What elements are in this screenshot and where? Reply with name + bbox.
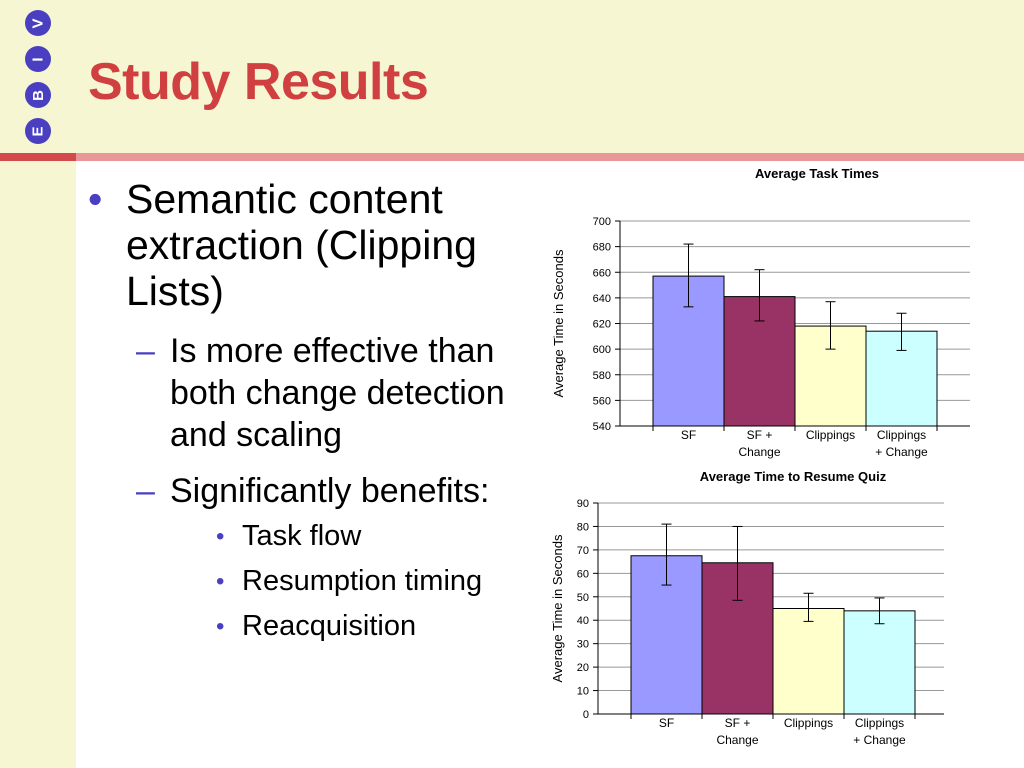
- header-band: [0, 0, 1024, 153]
- y-tick-label: 640: [593, 293, 611, 305]
- y-tick-label: 680: [593, 242, 611, 254]
- bar: [723, 296, 796, 427]
- x-tick-label: + Change: [853, 733, 906, 747]
- x-tick-label: SF: [659, 716, 674, 730]
- x-tick-label: SF +: [747, 428, 773, 442]
- bar: [843, 610, 916, 715]
- dash-icon: –: [136, 332, 155, 370]
- benefit-text: Task flow: [242, 520, 362, 552]
- x-tick-label: Clippings: [784, 716, 833, 730]
- divider-rule-left: [0, 153, 76, 161]
- logo-letter: I: [29, 56, 47, 62]
- y-tick-label: 660: [593, 267, 611, 279]
- x-tick-label: Change: [738, 445, 780, 459]
- task-times-chart: Average Task Times 540 560 580 600 620 640 660 6…: [551, 166, 970, 459]
- sub-bullet-list: – Is more effective than both change det…: [136, 330, 528, 649]
- bullet-dot-icon: •: [216, 613, 225, 640]
- logo-letter: B: [29, 89, 47, 101]
- y-tick-label: 30: [577, 639, 589, 651]
- y-axis-label: Average Time in Seconds: [551, 249, 566, 397]
- benefit-item: • Reacquisition: [214, 604, 528, 649]
- x-tick-label: SF +: [725, 716, 751, 730]
- benefit-text: Resumption timing: [242, 565, 483, 597]
- sub-bullet-item: – Significantly benefits: • Task flow • Re…: [136, 470, 528, 649]
- y-tick-label: 20: [577, 662, 589, 674]
- chart-title: Average Task Times: [755, 166, 879, 181]
- y-tick-label: 620: [593, 319, 611, 331]
- y-tick-label: 560: [593, 395, 611, 407]
- y-tick-label: 10: [577, 686, 589, 698]
- benefit-list: • Task flow • Resumption timing • Reacquisi…: [214, 514, 528, 649]
- divider-rule: [76, 153, 1024, 161]
- x-tick-label: Clippings: [855, 716, 904, 730]
- bullet-item: • Semantic content extraction (Clipping …: [88, 176, 528, 314]
- y-tick-label: 600: [593, 344, 611, 356]
- y-tick-label: 700: [593, 216, 611, 228]
- y-tick-label: 0: [583, 709, 589, 721]
- y-tick-label: 80: [577, 521, 589, 533]
- x-tick-label: Change: [716, 733, 758, 747]
- sub-bullet-text: Significantly benefits:: [170, 472, 490, 510]
- y-tick-label: 40: [577, 615, 589, 627]
- dash-icon: –: [136, 472, 155, 510]
- vibe-logo: V I B E: [14, 8, 62, 153]
- slide-title: Study Results: [88, 53, 429, 111]
- x-tick-label: Clippings: [877, 428, 926, 442]
- y-tick-label: 60: [577, 568, 589, 580]
- logo-letter: V: [29, 17, 47, 29]
- logo-letter: E: [29, 125, 47, 137]
- benefit-item: • Resumption timing: [214, 559, 528, 604]
- sub-bullet-item: – Is more effective than both change det…: [136, 330, 528, 456]
- benefit-item: • Task flow: [214, 514, 528, 559]
- x-tick-label: SF: [681, 428, 696, 442]
- bullet-dot-icon: •: [216, 568, 225, 595]
- y-tick-label: 580: [593, 370, 611, 382]
- bullet-dot-icon: •: [88, 176, 103, 222]
- bar: [772, 608, 845, 715]
- bullet-list: • Semantic content extraction (Clipping …: [88, 176, 528, 663]
- y-tick-label: 90: [577, 498, 589, 510]
- sub-bullet-text: Is more effective than both change detec…: [170, 332, 505, 454]
- x-tick-label: + Change: [875, 445, 928, 459]
- x-tick-label: Clippings: [806, 428, 855, 442]
- chart-title: Average Time to Resume Quiz: [700, 469, 887, 484]
- y-tick-label: 70: [577, 545, 589, 557]
- bullet-text: Semantic content extraction (Clipping Li…: [126, 176, 477, 314]
- y-tick-label: 50: [577, 592, 589, 604]
- bullet-dot-icon: •: [216, 523, 225, 550]
- y-axis-label: Average Time in Seconds: [550, 534, 565, 682]
- y-tick-label: 540: [593, 421, 611, 433]
- benefit-text: Reacquisition: [242, 610, 417, 642]
- resume-quiz-chart: Average Time to Resume Quiz 0 10 20 30 40 50 60…: [550, 469, 944, 747]
